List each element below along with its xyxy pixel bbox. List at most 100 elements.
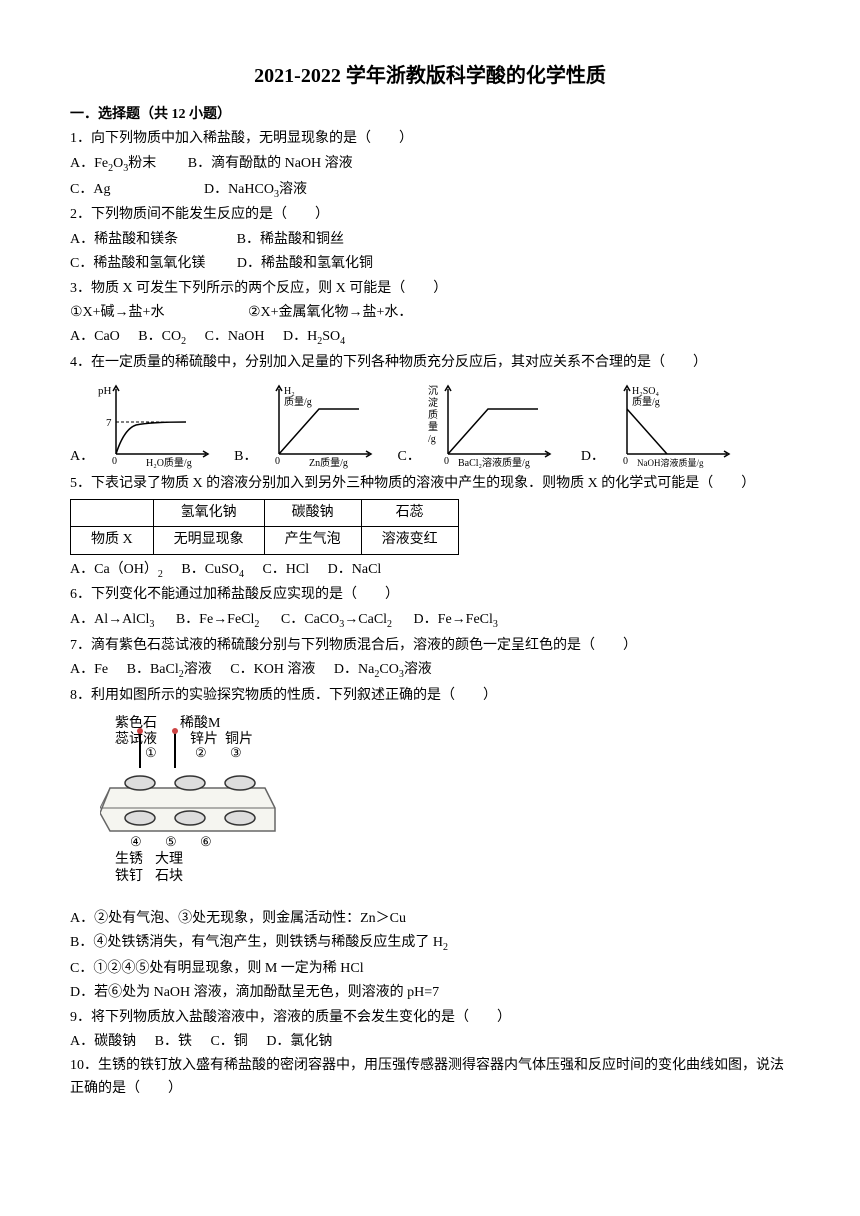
svg-text:沉: 沉 xyxy=(428,384,438,397)
q4-chartD: D． H₂SO₄ 质量/g NaOH溶液质量/g 0 xyxy=(581,379,737,469)
q1-options-row1: A．Fe2O3粉末 B．滴有酚酞的 NaOH 溶液 xyxy=(70,153,790,177)
experiment-svg: 紫色石 稀酸M 蕊试液 锌片 铜片 ① ② ③ ④ ⑤ ⑥ 生锈 大理 铁钉 石… xyxy=(100,713,300,893)
svg-text:量: 量 xyxy=(428,421,438,433)
q5-optD: D．NaCl xyxy=(328,559,382,581)
q3-sub2: ②X+金属氧化物→盐+水． xyxy=(248,305,412,320)
svg-text:生锈: 生锈 xyxy=(115,851,143,867)
q6-options: A．Al→AlCl3 B．Fe→FeCl2 C．CaCO3→CaCl2 D．Fe… xyxy=(70,609,790,633)
svg-text:⑥: ⑥ xyxy=(200,834,212,849)
svg-text:H₂: H₂ xyxy=(284,386,295,397)
q2-optA: A．稀盐酸和镁条 xyxy=(70,229,178,251)
q6-optD: D．Fe→FeCl3 xyxy=(414,609,498,633)
q5-table: 氢氧化钠 碳酸钠 石蕊 物质 X 无明显现象 产生气泡 溶液变红 xyxy=(70,499,459,555)
svg-text:NaOH溶液质量/g: NaOH溶液质量/g xyxy=(637,457,704,468)
chart-c-svg: 沉 淀 质 量 /g BaCl₂溶液质量/g 0 xyxy=(423,379,563,469)
svg-text:H₂SO₄: H₂SO₄ xyxy=(632,386,659,397)
svg-text:7: 7 xyxy=(106,417,112,429)
q2-optC: C．稀盐酸和氢氧化镁 xyxy=(70,253,205,275)
svg-text:④: ④ xyxy=(130,834,142,849)
q8-optC: C．①②④⑤处有明显现象，则 M 一定为稀 HCl xyxy=(70,958,790,980)
table-row: 氢氧化钠 碳酸钠 石蕊 xyxy=(71,499,459,526)
q3-optA: A．CaO xyxy=(70,326,120,348)
question-5: 5．下表记录了物质 X 的溶液分别加入到另外三种物质的溶液中产生的现象．则物质 … xyxy=(70,473,790,495)
svg-text:0: 0 xyxy=(275,456,280,467)
question-3: 3．物质 X 可发生下列所示的两个反应，则 X 可能是（ ） xyxy=(70,278,790,300)
svg-text:③: ③ xyxy=(230,745,242,760)
question-10: 10．生锈的铁钉放入盛有稀盐酸的密闭容器中，用压强传感器测得容器内气体压强和反应… xyxy=(70,1055,790,1100)
q2-options-row2: C．稀盐酸和氢氧化镁 D．稀盐酸和氢氧化铜 xyxy=(70,253,790,275)
q6-optA: A．Al→AlCl3 xyxy=(70,609,154,633)
q7-optC: C．KOH 溶液 xyxy=(230,659,315,681)
q6-optB: B．Fe→FeCl2 xyxy=(176,609,260,633)
svg-text:0: 0 xyxy=(444,456,449,467)
svg-text:/g: /g xyxy=(428,434,436,445)
q2-optD: D．稀盐酸和氢氧化铜 xyxy=(237,253,373,275)
q7-options: A．Fe B．BaCl2溶液 C．KOH 溶液 D．Na2CO3溶液 xyxy=(70,659,790,683)
q5-optB: B．CuSO4 xyxy=(181,559,244,583)
q1-options-row2: C．Ag D．NaHCO3溶液 xyxy=(70,179,790,203)
question-6: 6．下列变化不能通过加稀盐酸反应实现的是（ ） xyxy=(70,584,790,606)
chart-d-svg: H₂SO₄ 质量/g NaOH溶液质量/g 0 xyxy=(607,379,737,469)
svg-text:紫色石: 紫色石 xyxy=(115,714,157,731)
svg-text:稀酸M: 稀酸M xyxy=(180,715,221,731)
q1-optB: B．滴有酚酞的 NaOH 溶液 xyxy=(188,153,353,175)
svg-text:H₂O质量/g: H₂O质量/g xyxy=(146,457,192,469)
q8-optB: B．④处铁锈消失，有气泡产生，则铁锈与稀酸反应生成了 H2 xyxy=(70,932,790,956)
q4-chartC: C． 沉 淀 质 量 /g BaCl₂溶液质量/g 0 xyxy=(397,379,562,469)
q7-optD: D．Na2CO3溶液 xyxy=(334,659,432,683)
chart-b-svg: H₂ 质量/g Zn质量/g 0 xyxy=(259,379,379,469)
section-header: 一．选择题（共 12 小题） xyxy=(70,104,790,126)
question-7: 7．滴有紫色石蕊试液的稀硫酸分别与下列物质混合后，溶液的颜色一定呈红色的是（ ） xyxy=(70,635,790,657)
q7-optA: A．Fe xyxy=(70,659,108,681)
q1-optC: C．Ag xyxy=(70,179,110,201)
svg-text:pH: pH xyxy=(98,385,112,397)
q9-optA: A．碳酸钠 xyxy=(70,1031,136,1053)
q9-optD: D．氯化钠 xyxy=(266,1031,332,1053)
q1-optD: D．NaHCO3溶液 xyxy=(204,179,307,203)
svg-text:0: 0 xyxy=(623,456,628,467)
q7-optB: B．BaCl2溶液 xyxy=(127,659,212,683)
question-1: 1．向下列物质中加入稀盐酸，无明显现象的是（ ） xyxy=(70,128,790,150)
q8-optA: A．②处有气泡、③处无现象，则金属活动性：Zn＞Cu xyxy=(70,908,790,930)
svg-text:②: ② xyxy=(195,745,207,760)
q9-options: A．碳酸钠 B．铁 C．铜 D．氯化钠 xyxy=(70,1031,790,1053)
q4-charts: A． pH 7 H₂O质量/g 0 B． H₂ 质量/g Zn质量/g 0 xyxy=(70,379,790,469)
q4-chartA: A． pH 7 H₂O质量/g 0 xyxy=(70,379,216,469)
q9-optB: B．铁 xyxy=(155,1031,192,1053)
q3-optD: D．H2SO4 xyxy=(283,326,345,350)
q9-optC: C．铜 xyxy=(210,1031,247,1053)
q3-sub1: ①X+碱→盐+水 xyxy=(70,305,164,320)
q1-optA: A．Fe2O3粉末 xyxy=(70,153,156,177)
svg-text:质量/g: 质量/g xyxy=(632,396,660,408)
q3-optC: C．NaOH xyxy=(205,326,265,348)
svg-text:淀: 淀 xyxy=(428,396,438,409)
q5-optA: A．Ca（OH）2 xyxy=(70,559,163,583)
q8-diagram: 紫色石 稀酸M 蕊试液 锌片 铜片 ① ② ③ ④ ⑤ ⑥ 生锈 大理 铁钉 石… xyxy=(100,713,790,901)
svg-text:BaCl₂溶液质量/g: BaCl₂溶液质量/g xyxy=(458,456,530,469)
q8-optD: D．若⑥处为 NaOH 溶液，滴加酚酞呈无色，则溶液的 pH=7 xyxy=(70,982,790,1004)
svg-text:①: ① xyxy=(145,745,157,760)
chart-a-svg: pH 7 H₂O质量/g 0 xyxy=(96,379,216,469)
svg-text:大理: 大理 xyxy=(155,851,183,867)
svg-text:Zn质量/g: Zn质量/g xyxy=(309,457,348,469)
svg-text:质: 质 xyxy=(428,409,438,421)
q2-options-row1: A．稀盐酸和镁条 B．稀盐酸和铜丝 xyxy=(70,229,790,251)
table-row: 物质 X 无明显现象 产生气泡 溶液变红 xyxy=(71,527,459,554)
q5-options: A．Ca（OH）2 B．CuSO4 C．HCl D．NaCl xyxy=(70,559,790,583)
q3-options: A．CaO B．CO2 C．NaOH D．H2SO4 xyxy=(70,326,790,350)
svg-text:⑤: ⑤ xyxy=(165,834,177,849)
svg-text:铁钉: 铁钉 xyxy=(115,868,143,884)
svg-text:质量/g: 质量/g xyxy=(284,396,312,408)
question-2: 2．下列物质间不能发生反应的是（ ） xyxy=(70,204,790,226)
question-9: 9．将下列物质放入盐酸溶液中，溶液的质量不会发生变化的是（ ） xyxy=(70,1007,790,1029)
svg-text:石块: 石块 xyxy=(155,868,183,884)
q3-subs: ①X+碱→盐+水 ②X+金属氧化物→盐+水． xyxy=(70,302,790,324)
q5-optC: C．HCl xyxy=(262,559,309,581)
q6-optC: C．CaCO3→CaCl2 xyxy=(281,609,392,633)
page-title: 2021-2022 学年浙教版科学酸的化学性质 xyxy=(70,60,790,92)
q3-optB: B．CO2 xyxy=(138,326,186,350)
question-8: 8．利用如图所示的实验探究物质的性质．下列叙述正确的是（ ） xyxy=(70,685,790,707)
question-4: 4．在一定质量的稀硫酸中，分别加入足量的下列各种物质充分反应后，其对应关系不合理… xyxy=(70,352,790,374)
svg-text:0: 0 xyxy=(112,456,117,467)
q2-optB: B．稀盐酸和铜丝 xyxy=(237,229,344,251)
